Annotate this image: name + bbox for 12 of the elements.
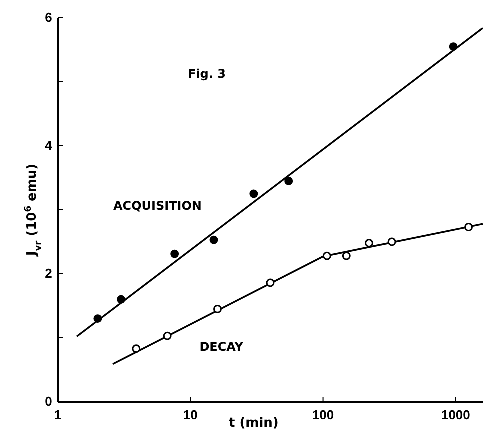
x-tick-label: 1000 (441, 407, 470, 422)
text: ACQUISITION (113, 199, 202, 214)
y-tick-label: 0 (45, 394, 52, 410)
y-tick-label: 2 (45, 266, 52, 282)
text: DECAY (200, 340, 244, 354)
y-tick-label: 6 (45, 10, 52, 26)
annotation: Fig. 3 (188, 67, 226, 81)
x-tick-label: 100 (312, 407, 334, 422)
x-axis-title: t (min) (228, 416, 279, 430)
y-tick-label: 4 (45, 138, 54, 154)
x-tick-label: 1 (54, 407, 62, 422)
x-tick-label: 10 (183, 407, 198, 422)
